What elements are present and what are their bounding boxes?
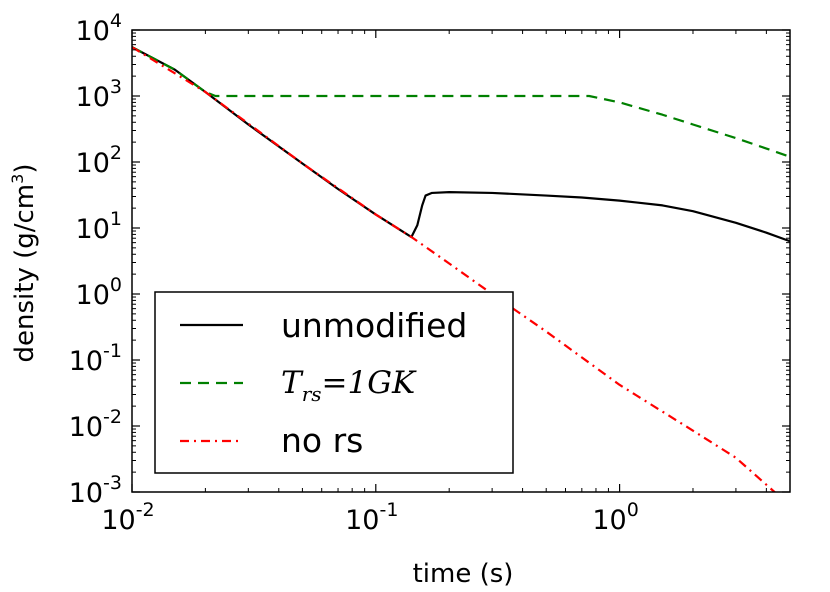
legend: unmodified Trs=1GK no rs	[154, 291, 514, 474]
y-axis-label-suffix: )	[10, 164, 40, 174]
x-tick-exp: -2	[136, 499, 155, 521]
legend-box	[154, 291, 514, 474]
y-tick-base: 10	[76, 16, 110, 47]
x-tick-label: 100	[592, 499, 638, 536]
y-tick-base: 10	[76, 214, 110, 245]
y-tick-label: 104	[76, 10, 122, 47]
x-tick-label: 10-1	[345, 499, 398, 536]
y-tick-exp: -1	[103, 340, 122, 362]
y-tick-exp: 3	[110, 76, 122, 98]
legend-label-no-rs: no rs	[281, 421, 363, 460]
y-tick-exp: -2	[103, 406, 122, 428]
x-axis-label: time (s)	[413, 559, 514, 589]
y-tick-label: 100	[76, 274, 122, 311]
y-tick-label: 10-3	[69, 472, 122, 509]
x-tick-base: 10	[101, 505, 135, 536]
legend-label-trs-T: T	[281, 365, 304, 401]
y-axis-label-sup: 3	[8, 174, 27, 184]
series-group	[132, 46, 790, 492]
x-tick-exp: 0	[627, 499, 639, 521]
x-tick-exp: -1	[379, 499, 398, 521]
y-tick-exp: 2	[110, 142, 122, 164]
y-tick-label: 103	[76, 76, 122, 113]
legend-label-unmodified: unmodified	[281, 306, 467, 345]
x-tick-base: 10	[592, 505, 626, 536]
axes-frame	[131, 29, 791, 493]
y-tick-base: 10	[69, 346, 103, 377]
x-tick-label: 10-2	[101, 499, 154, 536]
y-tick-exp: 0	[110, 274, 122, 296]
legend-label-trs-rest: =1GK	[322, 365, 417, 401]
y-tick-exp: 1	[110, 208, 122, 230]
y-tick-base: 10	[69, 412, 103, 443]
y-tick-exp: -3	[103, 472, 122, 494]
y-tick-base: 10	[76, 148, 110, 179]
legend-label-trs: Trs=1GK	[281, 365, 417, 406]
y-tick-label: 10-2	[69, 406, 122, 443]
legend-label-trs-sub: rs	[302, 382, 322, 406]
y-tick-exp: 4	[110, 10, 122, 32]
x-tick-base: 10	[345, 505, 379, 536]
y-tick-base: 10	[69, 478, 103, 509]
y-tick-base: 10	[76, 280, 110, 311]
y-tick-label: 10-1	[69, 340, 122, 377]
y-tick-label: 101	[76, 208, 122, 245]
y-tick-label: 102	[76, 142, 122, 179]
y-tick-base: 10	[76, 82, 110, 113]
y-axis-label: density (g/cm3)	[8, 164, 40, 363]
y-axis-label-prefix: density (g/cm	[10, 184, 40, 363]
